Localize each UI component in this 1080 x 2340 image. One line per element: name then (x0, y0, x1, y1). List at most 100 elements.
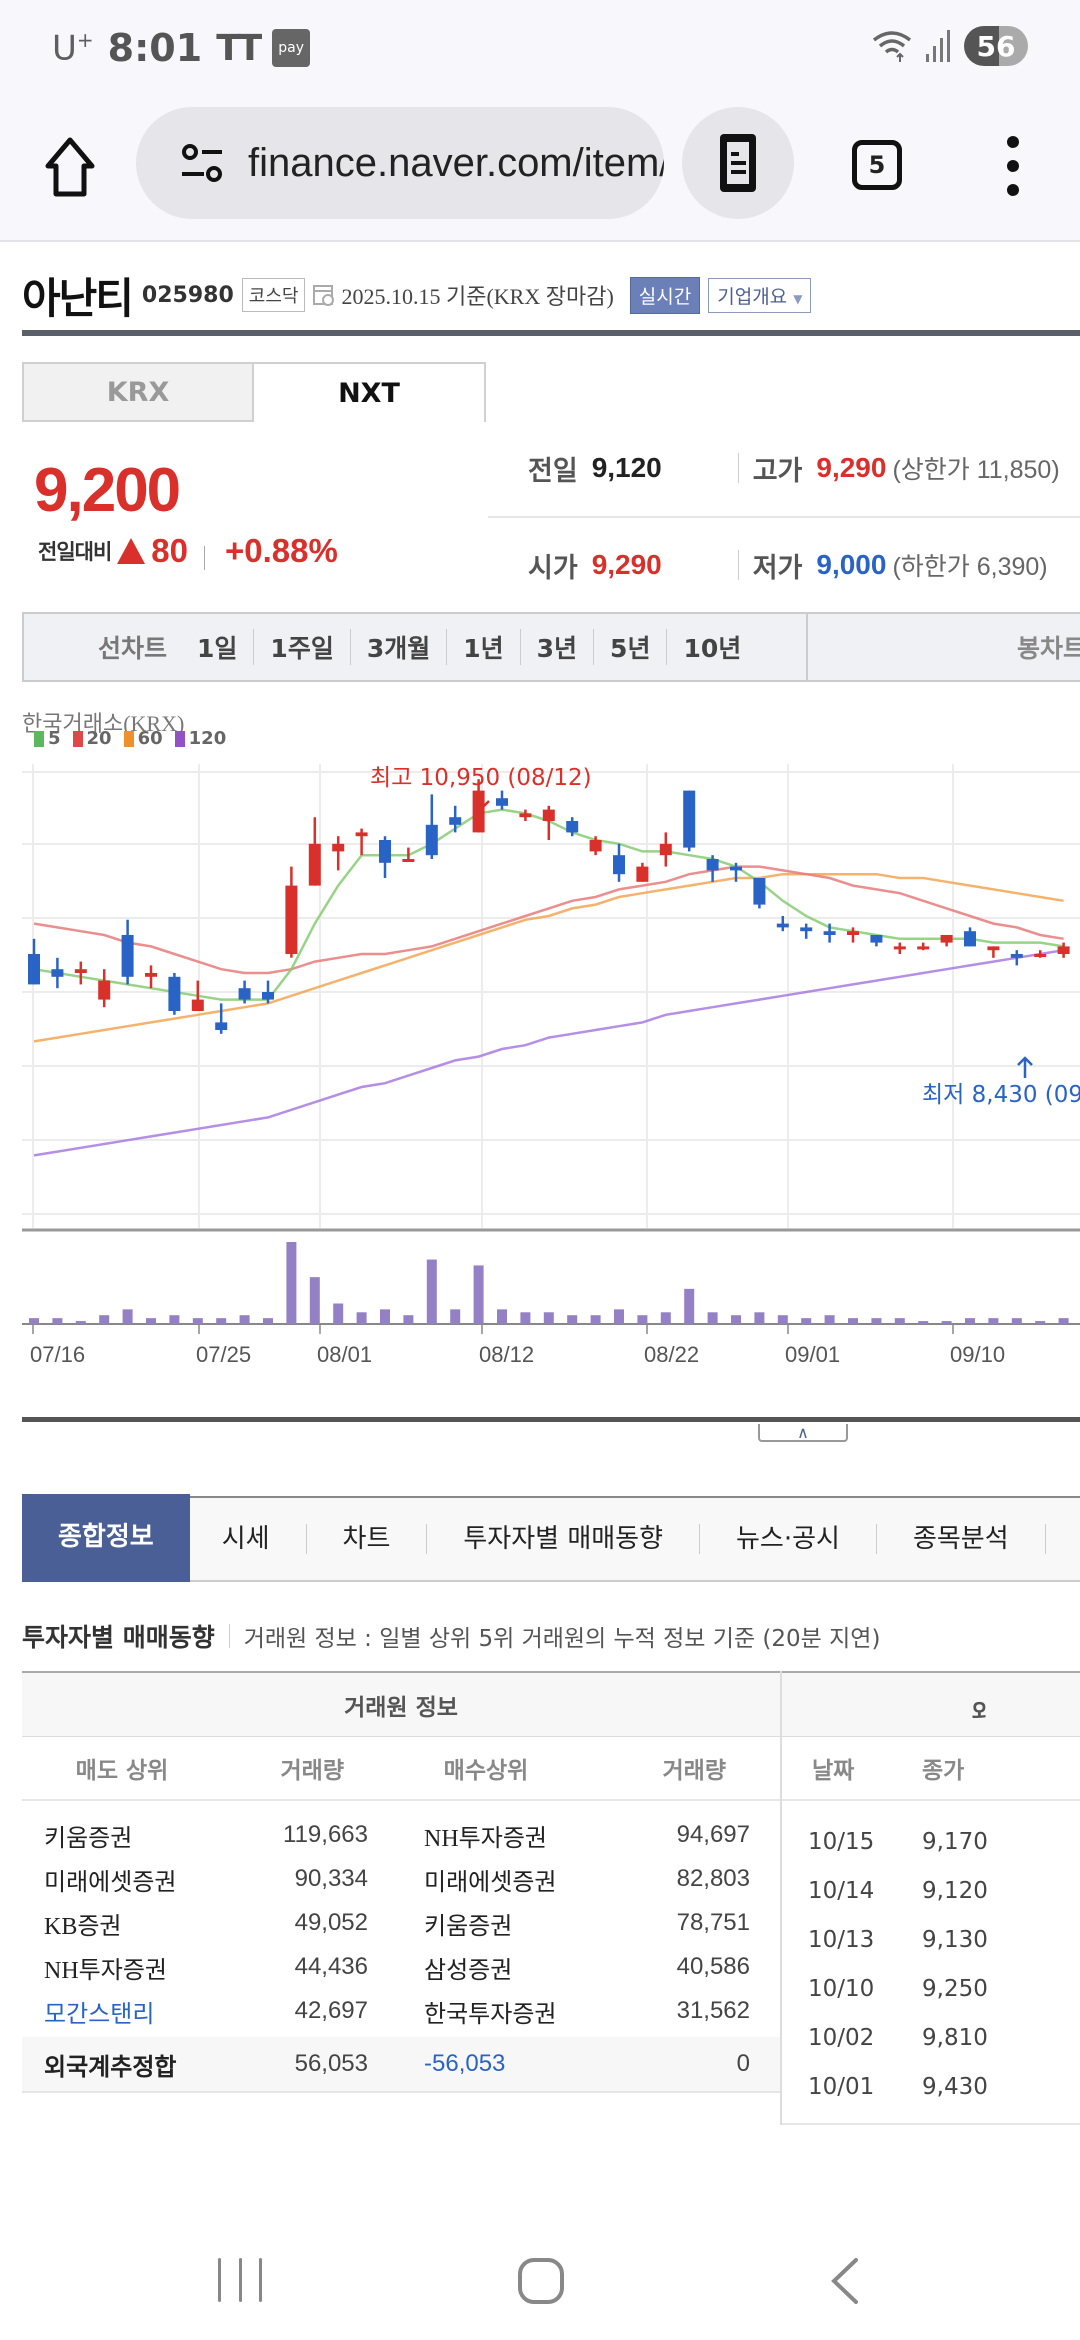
wifi-icon (872, 31, 912, 62)
reader-mode-button[interactable] (682, 107, 794, 219)
table-row: 미래에셋증권 90,334 미래에셋증권 82,803 (44, 1865, 750, 1896)
address-bar[interactable]: finance.naver.com/item/main.naver (136, 107, 664, 219)
tab-count: 5 (868, 151, 886, 179)
svg-text:09/10: 09/10 (950, 1342, 1005, 1367)
home-nav-icon[interactable] (518, 2258, 564, 2304)
low-value: 9,000 (816, 549, 887, 580)
broker-header: 거래원 정보 (22, 1671, 780, 1737)
t-app-icon: TT (216, 27, 262, 69)
company-overview-dropdown[interactable]: 기업개요 ▼ (708, 277, 812, 313)
tab-analysis[interactable]: 종목분석 (875, 1524, 1045, 1554)
chevron-up-icon: ∧ (797, 1422, 809, 1442)
legend-ma60: 60 (123, 728, 163, 749)
realtime-button[interactable]: 실시간 (629, 276, 701, 314)
status-bar: U+ 8:01 TT pay 56 (0, 0, 1080, 100)
svg-text:08/22: 08/22 (644, 1342, 699, 1367)
tab-chart[interactable]: 차트 (305, 1524, 427, 1554)
market-badge: 코스닥 (241, 278, 306, 312)
section-subtitle: 거래원 정보 : 일별 상위 5위 거래원의 누적 정보 기준 (20분 지연) (243, 1626, 881, 1652)
candle-chart-tab[interactable]: 봉차트 (806, 614, 1080, 680)
carrier-label: U+ (52, 27, 94, 69)
col-sell-top: 매도 상위 (75, 1758, 169, 1784)
stock-name: 아난티 (22, 273, 134, 323)
tab-investor-trends[interactable]: 투자자별 매매동향 (426, 1524, 699, 1554)
period-1w[interactable]: 1주일 (253, 629, 349, 665)
table-row: 키움증권 119,663 NH투자증권 94,697 (44, 1821, 750, 1852)
divider (22, 330, 1080, 336)
col-buy-top: 매수상위 (443, 1758, 529, 1784)
stock-code: 025980 (141, 282, 234, 308)
high-value: 9,290 (816, 452, 887, 483)
legend-ma20: 20 (72, 728, 112, 749)
high-label: 고가 (752, 455, 803, 487)
table-row: 모간스탠리 42,697 한국투자증권 31,562 (22, 1989, 780, 2033)
candle-chart-label[interactable]: 봉차트 (1016, 634, 1080, 663)
calendar-icon (313, 285, 335, 306)
system-nav-bar (0, 2210, 1080, 2340)
svg-text:최저 8,430 (09/..): 최저 8,430 (09/..) (922, 1082, 1080, 1108)
table-row: KB증권 49,052 키움증권 78,751 (44, 1909, 750, 1940)
reader-mode-icon (720, 134, 756, 192)
more-menu-icon[interactable] (998, 136, 1028, 196)
pay-icon: pay (272, 29, 311, 67)
table-row: 10/15 9,170 (808, 1828, 988, 1855)
prev-close-value: 9,120 (591, 452, 662, 483)
signal-icon (926, 30, 950, 62)
svg-text:08/01: 08/01 (317, 1342, 372, 1367)
tabs-button[interactable]: 5 (852, 140, 902, 190)
table-row: NH투자증권 44,436 삼성증권 40,586 (44, 1953, 750, 1984)
line-chart-label[interactable]: 선차트 (98, 634, 168, 663)
col-buy-volume: 거래량 (662, 1758, 726, 1784)
low-label: 저가 (752, 552, 803, 584)
change-rate: +0.88% (225, 532, 338, 569)
tab-quotes[interactable]: 시세 (221, 1524, 270, 1554)
period-1d[interactable]: 1일 (197, 634, 238, 663)
site-settings-icon[interactable] (180, 140, 226, 186)
col-close: 종가 (922, 1758, 965, 1784)
open-value: 9,290 (591, 549, 662, 580)
tab-nxt[interactable]: NXT (254, 362, 486, 422)
table-row: 10/02 9,810 (808, 2024, 988, 2051)
price-change: 전일대비 80 +0.88% (38, 532, 338, 570)
svg-text:07/16: 07/16 (30, 1342, 85, 1367)
chart-source: 한국거래소(KRX) (22, 711, 185, 736)
period-3y[interactable]: 3년 (519, 629, 593, 665)
svg-text:07/25: 07/25 (196, 1342, 251, 1367)
tab-krx[interactable]: KRX (22, 362, 254, 422)
info-tabs: 종합정보 시세 차트 투자자별 매매동향 뉴스·공시 종목분석 종목토론실 (22, 1494, 1080, 1582)
recent-apps-icon[interactable] (218, 2258, 262, 2304)
stock-header: 아난티 025980 코스닥 2025.10.15 기준(KRX 장마감) 실시… (22, 262, 812, 328)
tab-overview[interactable]: 종합정보 (22, 1494, 190, 1582)
svg-text:최고 10,950 (08/12): 최고 10,950 (08/12) (370, 765, 592, 791)
battery-icon: 56 (964, 26, 1028, 66)
table-row: 10/01 9,430 (808, 2073, 988, 2100)
col-sell-volume: 거래량 (280, 1758, 344, 1784)
ma-legend: 5 20 60 120 (34, 728, 226, 749)
period-1y[interactable]: 1년 (446, 629, 519, 665)
price-summary: 전일 9,120 고가 9,290 (상한가 11,850) 시가 9,290 … (488, 420, 1080, 612)
table-row: 10/13 9,130 (808, 1926, 988, 1953)
open-label: 시가 (528, 552, 578, 584)
period-10y[interactable]: 10년 (666, 629, 757, 665)
tab-discussion[interactable]: 종목토론실 (1044, 1524, 1080, 1554)
up-triangle-icon (117, 538, 146, 564)
collapse-chart-button[interactable]: ∧ (758, 1422, 848, 1442)
clock: 8:01 (107, 26, 203, 70)
tab-news[interactable]: 뉴스·공시 (699, 1524, 876, 1554)
chevron-down-icon: ▼ (793, 291, 803, 306)
upper-limit: (상한가 11,850) (892, 456, 1060, 484)
period-3m[interactable]: 3개월 (349, 629, 446, 665)
legend-ma120: 120 (174, 728, 226, 749)
chart-period-bar: 선차트 1일 1주일 3개월 1년 3년 5년 10년 봉차트 (22, 612, 1080, 682)
svg-text:08/12: 08/12 (479, 1342, 534, 1367)
legend-ma5: 5 (34, 728, 61, 749)
stock-chart[interactable]: 최고 10,950 (08/12) 최저 8,430 (09/..) 07/16 07… (0, 740, 1080, 1430)
url-text[interactable]: finance.naver.com/item/main.naver (248, 140, 664, 185)
divider (204, 546, 205, 570)
home-icon[interactable] (40, 132, 100, 202)
foreign-broker-link[interactable]: 모간스탠리 (44, 1999, 155, 2028)
period-5y[interactable]: 5년 (593, 629, 666, 665)
table-row: 10/10 9,250 (808, 1975, 988, 2002)
foreign-institution-table: 외국인·기관 날짜 종가 10/15 9,170 10/14 9,120 10/13… (780, 1671, 1080, 2125)
back-icon[interactable] (830, 2258, 860, 2304)
